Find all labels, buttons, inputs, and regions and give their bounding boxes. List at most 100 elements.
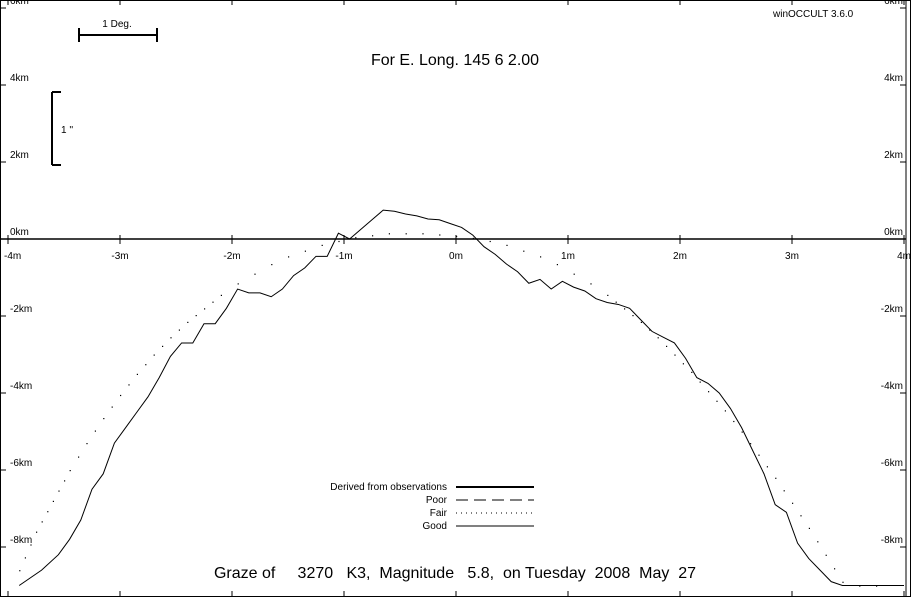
series-point-fair <box>716 400 718 402</box>
series-point-fair <box>733 420 735 423</box>
series-point-fair <box>825 554 827 556</box>
series-point-fair <box>876 585 878 587</box>
series-point-fair <box>355 237 357 239</box>
series-point-fair <box>783 490 785 492</box>
series-point-fair <box>321 244 323 246</box>
series-point-fair <box>506 244 508 246</box>
degree-scale-bar: 1 Deg. <box>78 19 158 42</box>
degree-scale-label: 1 Deg. <box>102 19 131 30</box>
series-point-fair <box>590 283 592 285</box>
app-version-label: winOCCULT 3.6.0 <box>772 9 854 20</box>
series-point-fair <box>691 371 693 373</box>
legend-label: Poor <box>426 495 448 506</box>
y-tick-label-left: 6km <box>10 0 29 7</box>
y-tick-label-left: -6km <box>10 458 32 469</box>
series-point-fair <box>817 541 819 543</box>
y-tick-label-right: -2km <box>881 304 903 315</box>
x-tick-label: 4m <box>897 251 911 262</box>
series-point-fair <box>204 308 206 310</box>
y-tick-label-left: -4km <box>10 381 32 392</box>
y-tick-label-left: 2km <box>10 150 29 161</box>
series-point-fair <box>472 237 474 239</box>
series-point-fair <box>834 568 836 570</box>
series-point-fair <box>766 466 768 468</box>
legend-label: Derived from observations <box>330 482 447 493</box>
series-point-fair <box>632 315 634 317</box>
y-axis-left: 6km 4km 2km 0km -2km -4km -6km -8km <box>0 0 32 548</box>
series-point-fair <box>69 470 71 472</box>
series-point-fair <box>64 480 66 482</box>
series-layer <box>18 209 904 587</box>
series-point-fair <box>666 345 668 347</box>
y-tick-label-right: 2km <box>884 150 903 161</box>
legend-label: Good <box>423 521 447 532</box>
series-point-fair <box>41 521 43 523</box>
series-point-fair <box>842 581 844 583</box>
y-tick-label-left: 4km <box>10 73 29 84</box>
series-point-fair <box>58 490 60 492</box>
series-point-fair <box>859 585 861 587</box>
series-point-fair <box>640 321 642 323</box>
y-tick-label-left: 0km <box>10 227 29 238</box>
series-point-fair <box>405 233 407 235</box>
y-tick-label-left: -8km <box>10 535 32 546</box>
x-tick-label: 1m <box>561 251 575 262</box>
series-point-fair <box>800 515 802 517</box>
series-point-fair <box>195 315 197 317</box>
series-point-fair <box>750 443 752 445</box>
series-point-fair <box>254 273 256 275</box>
series-point-fair <box>741 431 743 433</box>
y-tick-label-right: 4km <box>884 73 903 84</box>
arcsec-scale-bar: 1 '' <box>51 91 73 166</box>
series-point-fair <box>271 264 273 266</box>
series-point-fair <box>792 502 794 504</box>
series-point-fair <box>94 430 96 432</box>
legend: Derived from observations Poor Fair Good <box>330 482 534 532</box>
graze-caption: Graze of 3270 K3, Magnitude 5.8, on Tues… <box>214 565 696 582</box>
x-tick-label: -3m <box>111 251 128 262</box>
series-point-fair <box>52 500 54 502</box>
arcsec-scale-label: 1 '' <box>61 125 73 136</box>
series-point-fair <box>708 391 710 393</box>
series-point-fair <box>699 381 701 383</box>
series-point-fair <box>145 364 147 366</box>
series-point-fair <box>388 233 390 235</box>
y-tick-label-right: -6km <box>881 458 903 469</box>
series-point-fair <box>220 294 222 296</box>
series-point-fair <box>136 373 138 375</box>
y-tick-label-right: 6km <box>884 0 903 7</box>
legend-label: Fair <box>430 508 448 519</box>
series-point-fair <box>439 234 441 236</box>
series-point-fair <box>556 264 558 266</box>
series-point-fair <box>19 570 21 572</box>
series-point-fair <box>775 477 777 479</box>
series-point-fair <box>24 557 26 559</box>
series-point-fair <box>304 250 306 252</box>
series-point-fair <box>758 454 760 456</box>
x-tick-label: -1m <box>335 251 352 262</box>
series-point-fair <box>288 256 290 258</box>
x-tick-label: 0m <box>449 251 463 262</box>
x-tick-label: 2m <box>673 251 687 262</box>
series-point-fair <box>187 321 189 323</box>
series-point-fair <box>120 394 122 397</box>
x-tick-label: -4m <box>4 251 21 262</box>
series-point-fair <box>128 384 130 386</box>
series-point-fair <box>724 410 726 412</box>
series-point-fair <box>36 531 38 533</box>
series-point-fair <box>86 443 88 445</box>
chart-title: For E. Long. 145 6 2.00 <box>371 52 539 69</box>
series-point-fair <box>649 329 651 331</box>
series-point-fair <box>78 456 80 458</box>
series-point-fair <box>178 329 180 331</box>
y-tick-label-left: -2km <box>10 304 32 315</box>
series-point-fair <box>162 345 164 347</box>
series-point-fair <box>212 301 214 303</box>
y-tick-label-right: 0km <box>884 227 903 238</box>
series-point-fair <box>657 337 659 339</box>
series-point-fair <box>682 363 684 365</box>
series-point-fair <box>170 337 172 339</box>
series-point-fair <box>523 250 525 252</box>
series-point-fair <box>30 544 32 546</box>
